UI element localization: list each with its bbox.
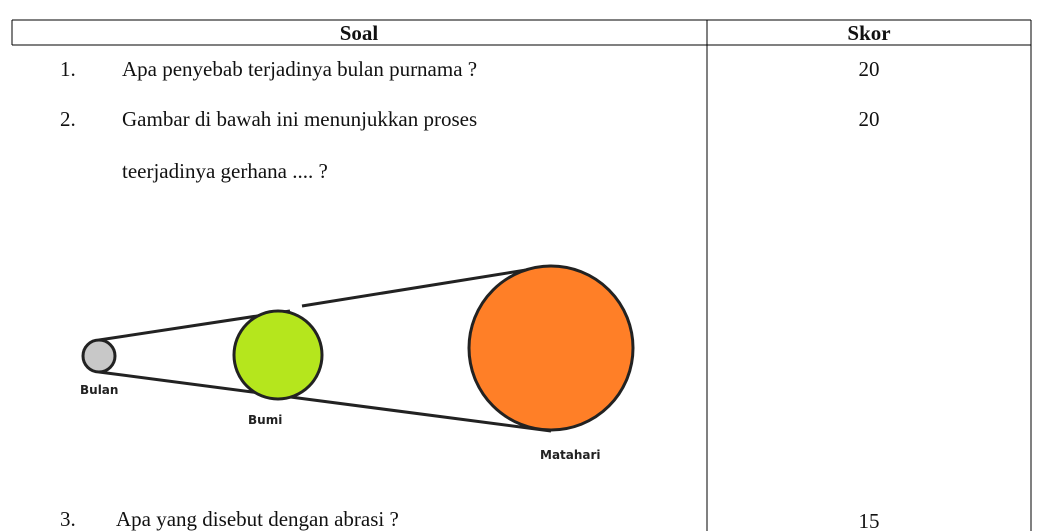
question-number: 2. bbox=[60, 107, 76, 131]
ray bbox=[301, 264, 552, 308]
question-text: Apa penyebab terjadinya bulan purnama ? bbox=[122, 57, 477, 81]
header-cell: Soal bbox=[340, 21, 379, 45]
header-cell: Skor bbox=[847, 21, 890, 45]
earth bbox=[232, 309, 324, 401]
score: 20 bbox=[859, 107, 880, 131]
question-text: Apa yang disebut dengan abrasi ? bbox=[116, 507, 399, 531]
question-number: 3. bbox=[60, 507, 76, 531]
diagram-label: Bumi bbox=[248, 413, 282, 427]
question-number: 1. bbox=[60, 57, 76, 81]
score: 20 bbox=[859, 57, 880, 81]
ray bbox=[98, 370, 552, 433]
diagram-label: Matahari bbox=[540, 448, 601, 462]
eclipse-diagram: Bulan Bumi Matahari bbox=[80, 264, 635, 462]
sun bbox=[467, 264, 635, 432]
moon bbox=[81, 338, 117, 374]
diagram-label: Bulan bbox=[80, 383, 118, 397]
score: 15 bbox=[859, 509, 880, 531]
question-text: teerjadinya gerhana .... ? bbox=[122, 159, 328, 183]
question-text: Gambar di bawah ini menunjukkan proses bbox=[122, 107, 477, 131]
